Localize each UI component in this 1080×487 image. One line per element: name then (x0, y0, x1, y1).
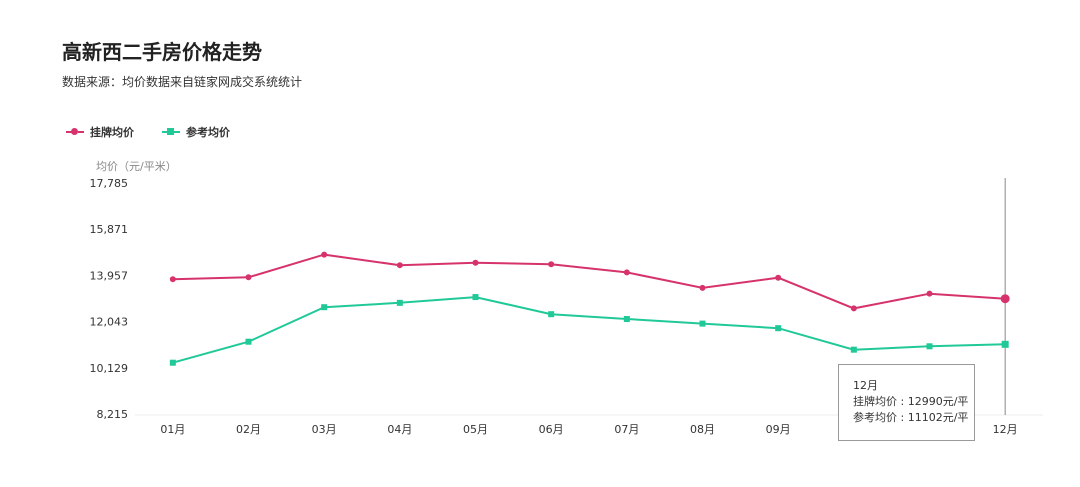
x-tick-label: 04月 (387, 423, 412, 436)
chart-tooltip: 12月 挂牌均价 : 12990元/平 参考均价 : 11102元/平 (838, 364, 975, 441)
chart-title: 高新西二手房价格走势 (62, 40, 262, 64)
data-point (396, 299, 403, 306)
data-point (169, 276, 176, 283)
legend-circle-marker-icon (66, 127, 84, 137)
x-tick-label: 03月 (312, 423, 337, 436)
data-point (1000, 294, 1010, 304)
chart-subtitle: 数据来源：均价数据来自链家网成交系统统计 (62, 75, 303, 89)
data-point (775, 274, 782, 281)
legend-square-marker-icon (162, 127, 180, 137)
legend-label-reference-price: 参考均价 (186, 126, 230, 139)
y-tick-label: 10,129 (90, 362, 129, 375)
data-point (850, 346, 857, 353)
data-point (699, 284, 706, 291)
legend-item-listing-price[interactable]: 挂牌均价 (66, 124, 134, 140)
data-point (623, 269, 630, 276)
series-line-2 (172, 296, 1006, 364)
data-point (245, 338, 252, 345)
data-point (396, 262, 403, 269)
data-point (623, 316, 630, 323)
data-point (245, 274, 252, 281)
y-tick-label: 8,215 (97, 408, 129, 421)
data-point (548, 311, 555, 318)
y-tick-label: 17,785 (90, 177, 129, 190)
data-point (548, 261, 555, 268)
chart-legend: 挂牌均价 参考均价 (66, 124, 230, 140)
y-axis-title: 均价（元/平米） (96, 160, 177, 173)
x-tick-label: 07月 (614, 423, 639, 436)
x-tick-label: 01月 (160, 423, 185, 436)
data-point (926, 290, 933, 297)
y-tick-label: 12,043 (90, 316, 129, 329)
data-point (472, 259, 479, 266)
data-point (926, 343, 933, 350)
data-point (321, 304, 328, 311)
tooltip-month: 12月 (853, 379, 878, 392)
x-tick-label: 08月 (690, 423, 715, 436)
x-tick-label: 02月 (236, 423, 261, 436)
data-point (775, 325, 782, 332)
tooltip-listing-price: 挂牌均价 : 12990元/平 (853, 395, 969, 408)
y-tick-label: 15,871 (90, 223, 129, 236)
data-point (699, 320, 706, 327)
data-point (321, 251, 328, 258)
data-point (472, 294, 479, 301)
data-point (169, 359, 176, 366)
x-tick-label: 09月 (766, 423, 791, 436)
legend-item-reference-price[interactable]: 参考均价 (162, 124, 230, 140)
tooltip-reference-price: 参考均价 : 11102元/平 (853, 411, 969, 424)
x-tick-label: 06月 (539, 423, 564, 436)
data-point (1001, 340, 1009, 348)
x-tick-label: 12月 (993, 423, 1018, 436)
series-line-1 (172, 253, 1006, 310)
y-tick-label: 13,957 (90, 269, 129, 282)
data-point (850, 305, 857, 312)
legend-label-listing-price: 挂牌均价 (90, 126, 134, 139)
x-tick-label: 05月 (463, 423, 488, 436)
